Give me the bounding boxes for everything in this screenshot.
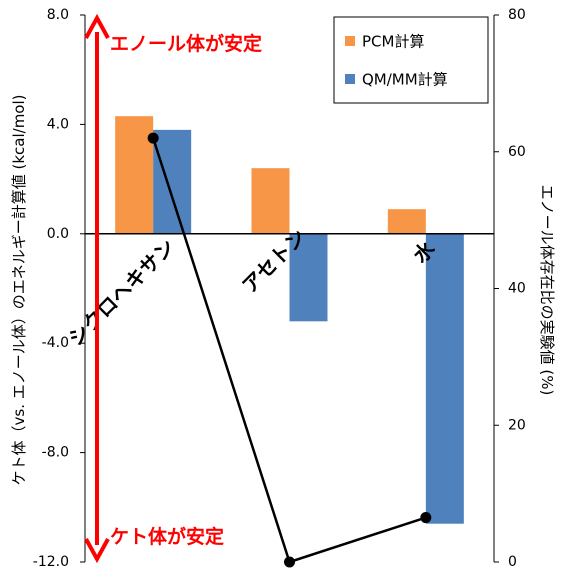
experimental-point-1 xyxy=(284,556,295,568)
right-tick-label: 40 xyxy=(508,281,526,297)
left-tick-label: -8.0 xyxy=(42,445,69,461)
legend-swatch-qmmm xyxy=(345,74,355,84)
right-tick-label: 80 xyxy=(508,7,526,23)
bar-pcm-0 xyxy=(115,116,154,234)
category-label-0: シクロヘキサン xyxy=(64,235,180,351)
legend-box xyxy=(333,16,489,104)
left-ticks: 8.0 4.0 0.0 -4.0 -8.0 -12.0 xyxy=(33,7,85,570)
left-tick-label: 0.0 xyxy=(47,226,69,242)
annotation-enol-stable: エノール体が安定 xyxy=(110,32,262,55)
stability-arrow xyxy=(84,13,110,564)
left-tick-label: 4.0 xyxy=(47,116,69,132)
annotation-keto-stable: ケト体が安定 xyxy=(110,525,224,548)
left-tick-label: -12.0 xyxy=(33,554,69,570)
left-tick-label: 8.0 xyxy=(47,7,69,23)
y-axis-title-left: ケト体（vs. エノール体）のエネルギー計算値 (kcal/mol) xyxy=(10,94,28,485)
bars xyxy=(115,116,464,524)
legend: PCM計算 QM/MM計算 xyxy=(333,16,489,104)
arrow-head-top xyxy=(84,13,110,39)
bar-qmmm-1 xyxy=(289,233,328,322)
bar-pcm-2 xyxy=(387,209,426,234)
bar-qmmm-2 xyxy=(425,233,464,524)
right-tick-label: 20 xyxy=(508,417,526,433)
bar-qmmm-0 xyxy=(153,129,192,234)
y-axis-title-right: エノール体存在比の実験値 (%) xyxy=(538,185,556,396)
line-layer xyxy=(147,132,432,568)
right-tick-label: 0 xyxy=(508,554,517,570)
legend-label-pcm: PCM計算 xyxy=(362,33,424,51)
category-labels: シクロヘキサン アセトン水 xyxy=(64,225,441,351)
left-tick-label: -4.0 xyxy=(42,335,69,351)
experimental-point-2 xyxy=(420,512,432,524)
bar-pcm-1 xyxy=(251,168,290,234)
right-ticks: 80 60 40 20 0 xyxy=(494,7,526,570)
right-tick-label: 60 xyxy=(508,144,526,160)
arrow-head-bottom xyxy=(84,538,110,564)
legend-label-qmmm: QM/MM計算 xyxy=(362,71,448,89)
experimental-point-0 xyxy=(147,132,159,144)
legend-swatch-pcm xyxy=(345,36,355,46)
